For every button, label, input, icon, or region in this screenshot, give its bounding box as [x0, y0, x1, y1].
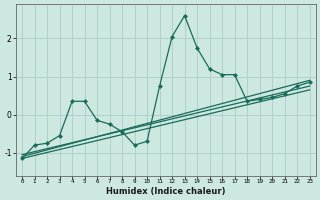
X-axis label: Humidex (Indice chaleur): Humidex (Indice chaleur) [106, 187, 226, 196]
